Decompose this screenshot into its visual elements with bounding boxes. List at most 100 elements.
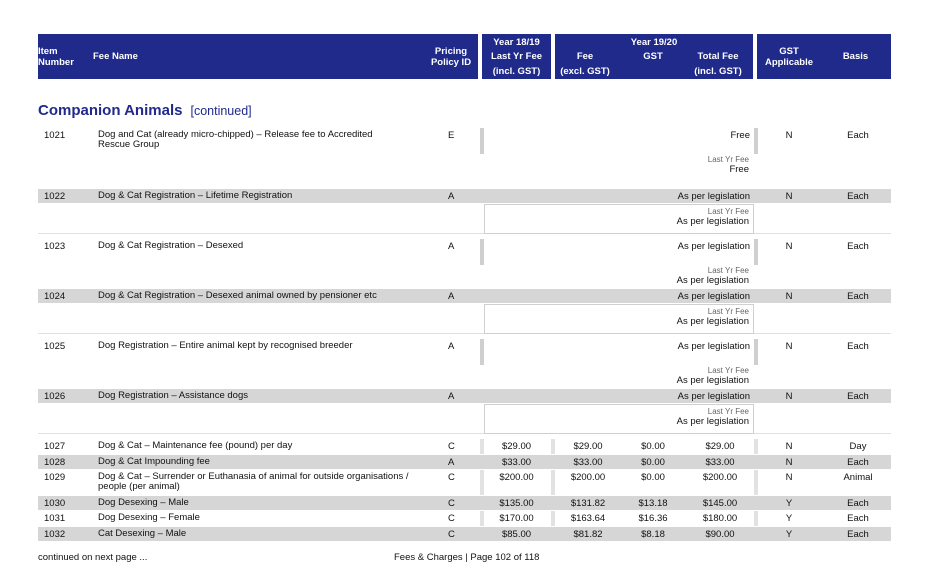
last-year-fee: $85.00	[501, 529, 532, 540]
last-year-fee: $33.00	[501, 457, 532, 468]
section-continued: [continued]	[190, 104, 252, 118]
gst-amount: $0.00	[641, 457, 665, 468]
table-row: 1025 Dog Registration – Entire animal kep…	[38, 339, 891, 389]
gst-amount: $8.18	[641, 529, 665, 540]
header-total-incl-gst: (incl. GST)	[694, 66, 742, 77]
header-divider	[478, 34, 482, 79]
table-row: 1031 Dog Desexing – Female C $170.00 $163.64…	[38, 511, 891, 526]
header-year-curr: Year 19/20	[630, 37, 678, 48]
fee-name: Dog & Cat – Maintenance fee (pound) per …	[98, 440, 293, 451]
basis: Each	[847, 457, 869, 468]
total-fee: $200.00	[702, 472, 738, 483]
header-divider	[551, 34, 555, 79]
column-divider	[480, 470, 484, 495]
fee-name: Dog & Cat Impounding fee	[98, 456, 210, 467]
last-year-label: Last Yr Fee	[707, 155, 749, 164]
basis: Each	[847, 130, 869, 141]
fee-excl-gst: $29.00	[573, 441, 603, 452]
last-year-label: Last Yr Fee	[707, 366, 749, 375]
table-header: Item Number Fee Name Pricing Policy ID Yea…	[38, 34, 891, 79]
column-divider	[754, 470, 758, 495]
total-fee: $33.00	[705, 457, 735, 468]
pricing-policy: A	[448, 457, 455, 468]
pricing-policy: C	[448, 472, 455, 483]
header-divider	[753, 34, 757, 79]
column-divider	[480, 439, 484, 454]
item-number: 1022	[44, 191, 66, 202]
fee-excl-gst: $200.00	[570, 472, 606, 483]
basis: Animal	[843, 472, 873, 483]
column-divider	[480, 511, 484, 526]
section-title: Companion Animals [continued]	[38, 102, 252, 119]
item-number: 1024	[44, 291, 66, 302]
header-excl-gst: (excl. GST)	[560, 66, 610, 77]
pricing-policy: C	[448, 441, 455, 452]
last-year-value: As per legislation	[676, 216, 749, 227]
gst-applicable: N	[785, 191, 793, 202]
item-number: 1030	[44, 498, 66, 509]
fee-name: Dog & Cat – Surrender or Euthanasia of a…	[98, 471, 409, 492]
fee-value: As per legislation	[677, 391, 750, 402]
fee-excl-gst: $81.82	[573, 529, 603, 540]
basis: Each	[847, 498, 869, 509]
last-year-label: Last Yr Fee	[707, 207, 749, 216]
header-total-fee: Total Fee	[697, 51, 739, 62]
gst-applicable: N	[785, 130, 793, 141]
fee-name: Dog Registration – Assistance dogs	[98, 390, 248, 401]
continued-note: continued on next page ...	[38, 552, 148, 563]
fee-name: Cat Desexing – Male	[98, 528, 187, 539]
last-year-fee: $29.00	[501, 441, 532, 452]
header-pricing-policy: Pricing Policy ID	[430, 46, 472, 68]
table-row: 1027 Dog & Cat – Maintenance fee (pound) …	[38, 439, 891, 454]
gst-applicable: N	[785, 472, 793, 483]
last-year-box: Last Yr Fee As per legislation	[484, 304, 754, 334]
pricing-policy: A	[448, 191, 455, 202]
last-year-box: Last Yr Fee As per legislation	[484, 204, 754, 234]
last-year-value: As per legislation	[676, 316, 749, 327]
gst-applicable: Y	[785, 529, 793, 540]
basis: Day	[849, 441, 867, 452]
column-divider	[754, 339, 758, 365]
column-divider	[754, 439, 758, 454]
last-year-fee: $170.00	[499, 513, 534, 524]
fee-name: Dog & Cat Registration – Desexed	[98, 240, 244, 251]
column-divider	[480, 128, 484, 154]
table-row: 1030 Dog Desexing – Male C $135.00 $131.82 $1…	[38, 496, 891, 510]
gst-applicable: N	[785, 457, 793, 468]
basis: Each	[847, 391, 869, 402]
last-year-row: Last Yr Fee As per legislation	[38, 303, 891, 334]
table-row: 1021 Dog and Cat (already micro-chipped) …	[38, 128, 891, 178]
table-row: 1032 Cat Desexing – Male C $85.00 $81.82 $8.1…	[38, 527, 891, 541]
fee-excl-gst: $131.82	[570, 498, 606, 509]
fee-value: As per legislation	[677, 341, 750, 352]
column-divider	[754, 128, 758, 154]
item-number: 1031	[44, 513, 66, 524]
item-number: 1029	[44, 472, 66, 483]
header-year-prev: Year 18/19	[493, 37, 540, 48]
gst-applicable: Y	[785, 513, 793, 524]
item-number: 1025	[44, 341, 66, 352]
last-year-value: Free	[729, 164, 749, 175]
basis: Each	[847, 191, 869, 202]
header-gst: GST	[643, 51, 663, 62]
gst-amount: $16.36	[638, 513, 668, 524]
last-year-label: Last Yr Fee	[707, 407, 749, 416]
last-year-fee: Last Yr Fee As per legislation	[677, 307, 749, 327]
column-divider	[480, 239, 484, 265]
fee-name: Dog & Cat Registration – Lifetime Regist…	[98, 190, 293, 201]
fee-excl-gst: $163.64	[570, 513, 606, 524]
total-fee: $90.00	[705, 529, 735, 540]
total-fee: $180.00	[702, 513, 738, 524]
gst-applicable: N	[785, 441, 793, 452]
pricing-policy: A	[448, 291, 455, 302]
pricing-policy: A	[448, 391, 455, 402]
gst-applicable: N	[785, 241, 793, 252]
basis: Each	[847, 513, 869, 524]
last-year-value: As per legislation	[676, 375, 749, 386]
header-last-yr-fee: Last Yr Fee	[490, 51, 543, 62]
table-row: 1024 Dog & Cat Registration – Desexed ani…	[38, 289, 891, 303]
pricing-policy: C	[448, 529, 455, 540]
last-year-fee: $135.00	[499, 498, 534, 509]
pricing-policy: A	[448, 341, 455, 352]
last-year-row: Last Yr Fee As per legislation	[38, 403, 891, 434]
